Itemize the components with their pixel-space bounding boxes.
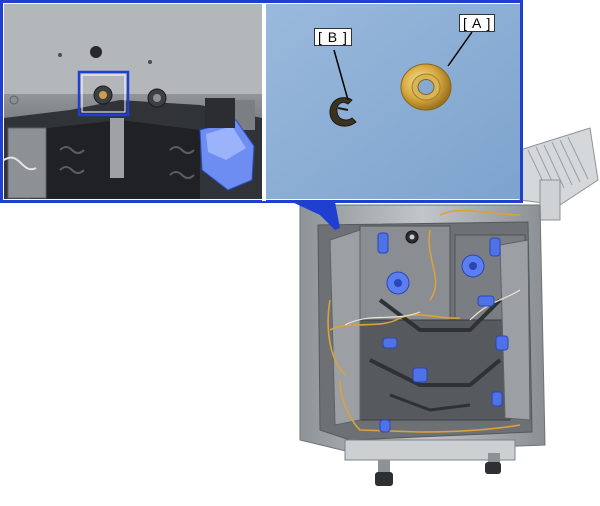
leader-line-b: [333, 49, 349, 101]
blue-lever-4: [382, 337, 398, 349]
blue-lever-1: [377, 232, 389, 254]
inset-divider: [262, 3, 266, 201]
shaft-location-marker: [405, 230, 419, 244]
blue-lever-2: [489, 237, 501, 257]
blue-lever-3: [477, 295, 495, 307]
callout-label-a: [ A ]: [459, 14, 496, 32]
closeup-photo: [3, 4, 262, 199]
blue-knob: [199, 98, 255, 191]
exit-tray: [519, 127, 599, 221]
caster-right: [485, 453, 501, 474]
zoom-pointer: [292, 202, 340, 230]
blue-lever-8: [379, 419, 391, 433]
inset-frame: [0, 0, 523, 203]
callout-label-b: [ B ]: [314, 28, 352, 46]
parts-photo: [266, 4, 520, 199]
blue-lever-6: [412, 367, 428, 383]
blue-gear-1: [386, 271, 410, 295]
finisher-unit: [299, 127, 599, 486]
caster-left: [375, 460, 393, 486]
leader-line-a: [447, 31, 473, 67]
shaft-highlight-box: [77, 70, 130, 117]
base-plate: [344, 439, 516, 461]
blue-gear-2: [461, 254, 485, 278]
blue-lever-5: [495, 335, 509, 351]
e-ring-part-icon: [329, 97, 357, 127]
washer-part-icon: [400, 63, 452, 111]
blue-lever-7: [491, 391, 503, 407]
wire-harness: [327, 209, 521, 433]
